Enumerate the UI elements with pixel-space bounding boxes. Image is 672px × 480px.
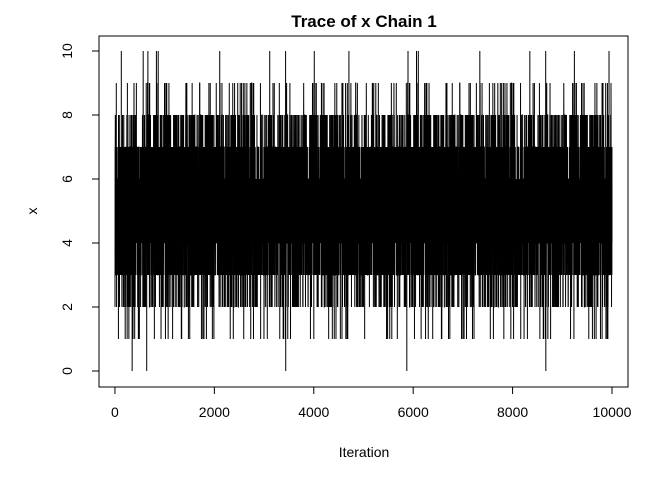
trace-line-series xyxy=(114,50,613,372)
x-tick-label: 8000 xyxy=(497,404,528,420)
y-tick-label: 8 xyxy=(59,111,75,119)
y-tick-label: 6 xyxy=(59,175,75,183)
x-axis: 0 2000 4000 6000 8000 10000 xyxy=(111,386,632,420)
plot-area xyxy=(114,50,613,372)
y-tick-label: 10 xyxy=(59,43,75,59)
y-axis-label: x xyxy=(24,208,40,215)
chart-title: Trace of x Chain 1 xyxy=(291,12,437,31)
x-tick-label: 10000 xyxy=(593,404,632,420)
y-axis: 0 2 4 6 8 10 xyxy=(59,43,100,375)
x-axis-label: Iteration xyxy=(339,444,390,460)
y-tick-label: 0 xyxy=(59,367,75,375)
y-tick-label: 2 xyxy=(59,303,75,311)
x-tick-label: 4000 xyxy=(298,404,329,420)
y-tick-label: 4 xyxy=(59,239,75,247)
x-tick-label: 0 xyxy=(111,404,119,420)
x-tick-label: 6000 xyxy=(398,404,429,420)
x-tick-label: 2000 xyxy=(199,404,230,420)
